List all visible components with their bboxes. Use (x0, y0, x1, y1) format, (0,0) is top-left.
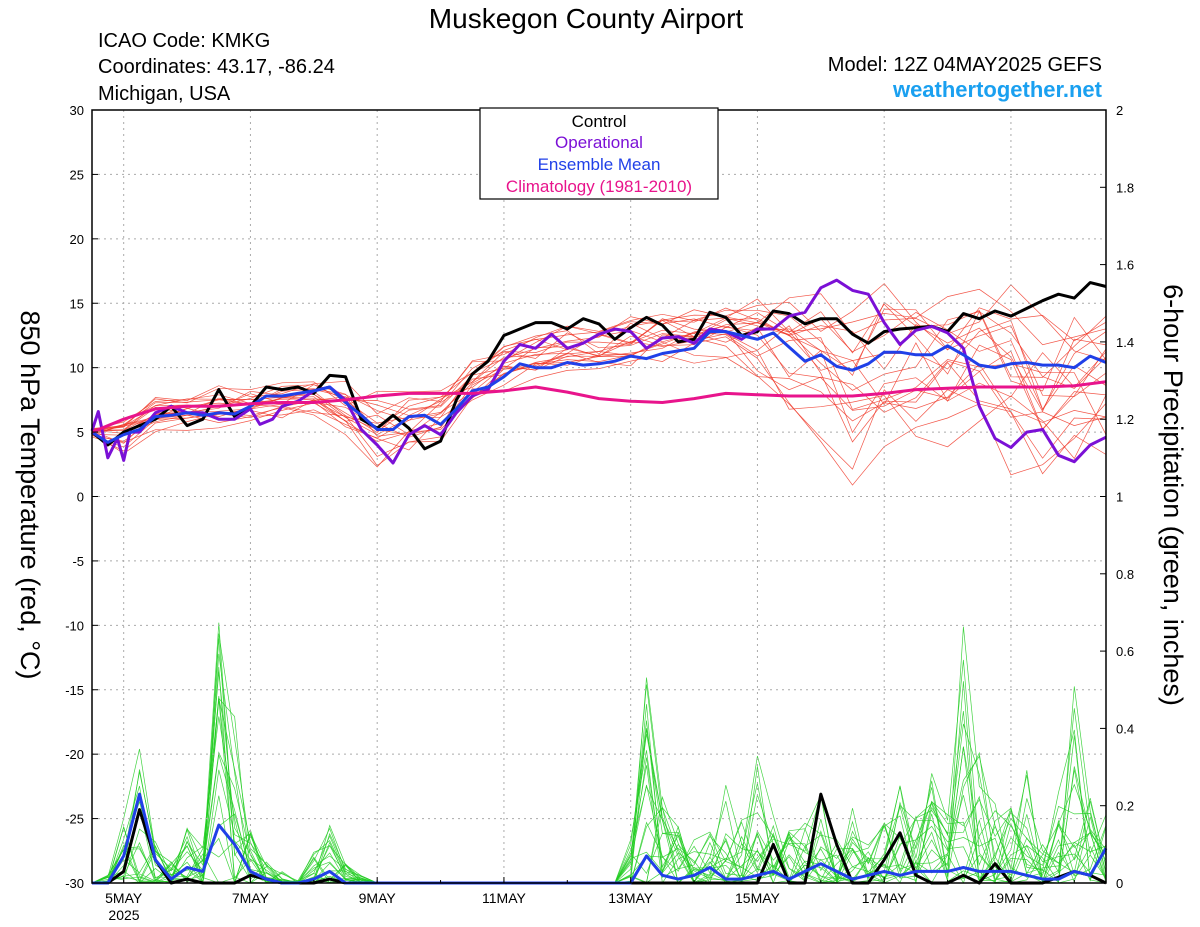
precip-control-line (92, 792, 1107, 885)
precipitation-member-line (91, 698, 1107, 884)
precipitation-member-line (91, 684, 1107, 884)
y-tick-label-left: -10 (65, 618, 84, 633)
plot-frame (91, 109, 1107, 884)
y-axis-left-label: 850 hPa Temperature (red, °C) (15, 311, 45, 680)
legend-ensemble-mean: Ensemble Mean (538, 155, 661, 174)
y-tick-label-right: 0.6 (1116, 644, 1134, 659)
legend-operational: Operational (555, 133, 643, 152)
icao-code: ICAO Code: KMKG (98, 30, 270, 52)
y-tick-label-left: 5 (77, 425, 84, 440)
y-tick-label-left: -30 (65, 876, 84, 891)
axis-ticks: 302520151050-5-10-15-20-25-3021.81.61.41… (65, 103, 1134, 906)
temperature-member-line (91, 337, 1107, 470)
precipitation-member-line (91, 653, 1107, 884)
temperature-member-line (91, 331, 1107, 442)
y-tick-label-left: -20 (65, 747, 84, 762)
y-tick-label-left: 25 (70, 167, 84, 182)
y-tick-label-left: 10 (70, 361, 84, 376)
x-tick-label: 15MAY (735, 890, 781, 906)
precip-ensemble-mean-line (92, 792, 1108, 885)
x-axis-year: 2025 (108, 907, 139, 923)
coordinates: Coordinates: 43.17, -86.24 (98, 56, 335, 78)
y-tick-label-right: 1.4 (1116, 335, 1134, 350)
x-tick-label: 17MAY (862, 890, 908, 906)
y-tick-label-left: 20 (70, 232, 84, 247)
main-series-lines (90, 278, 1108, 885)
y-tick-label-right: 2 (1116, 103, 1123, 118)
y-tick-label-right: 0.8 (1116, 567, 1134, 582)
x-tick-label: 5MAY (105, 890, 143, 906)
chart-title: Muskegon County Airport (429, 3, 744, 34)
x-tick-label: 11MAY (482, 890, 526, 906)
legend-box (479, 107, 719, 200)
y-tick-label-left: 15 (70, 296, 84, 311)
y-tick-label-right: 0.2 (1116, 799, 1134, 814)
temperature-member-lines (91, 283, 1107, 486)
temp-ensemble-mean-line (91, 330, 1107, 444)
precipitation-member-line (91, 729, 1107, 885)
precipitation-member-line (91, 638, 1107, 884)
precipitation-member-line (91, 723, 1107, 884)
model-run: Model: 12Z 04MAY2025 GEFS (828, 54, 1102, 76)
y-tick-label-right: 0.4 (1116, 721, 1134, 736)
precipitation-member-line (91, 622, 1107, 884)
y-tick-label-left: 30 (70, 103, 84, 118)
precipitation-member-line (91, 633, 1107, 884)
precipitation-member-lines (91, 622, 1107, 885)
legend-climatology: Climatology (1981-2010) (506, 177, 692, 196)
y-axis-right-label: 6-hour Precipitation (green, inches) (1158, 284, 1188, 706)
y-tick-label-right: 1.2 (1116, 412, 1134, 427)
precipitation-member-line (91, 798, 1107, 884)
y-tick-label-left: -5 (72, 554, 84, 569)
y-tick-label-right: 1.6 (1116, 258, 1134, 273)
legend: Control Operational Ensemble Mean Climat… (479, 107, 719, 200)
y-tick-label-right: 0 (1116, 876, 1123, 891)
y-tick-label-right: 1.8 (1116, 180, 1134, 195)
temperature-member-line (91, 327, 1107, 444)
y-tick-label-left: 0 (77, 490, 84, 505)
temp-climatology-1981-2010-line (91, 380, 1107, 434)
site-link[interactable]: weathertogether.net (892, 77, 1103, 102)
temperature-member-line (91, 327, 1107, 436)
temperature-member-line (91, 325, 1107, 443)
temp-operational-line (90, 278, 1107, 465)
x-tick-label: 7MAY (232, 890, 270, 906)
legend-control: Control (572, 112, 627, 131)
y-tick-label-left: -15 (65, 683, 84, 698)
gridlines (92, 110, 1106, 883)
x-tick-label: 9MAY (359, 890, 397, 906)
temperature-member-line (91, 311, 1107, 432)
x-tick-label: 13MAY (608, 890, 654, 906)
precipitation-member-line (91, 695, 1107, 884)
x-tick-label: 19MAY (989, 890, 1035, 906)
temperature-member-line (91, 350, 1107, 467)
location: Michigan, USA (98, 83, 231, 105)
temp-control-line (91, 281, 1107, 451)
y-tick-label-left: -25 (65, 812, 84, 827)
temperature-member-line (91, 325, 1107, 438)
y-tick-label-right: 1 (1116, 490, 1123, 505)
